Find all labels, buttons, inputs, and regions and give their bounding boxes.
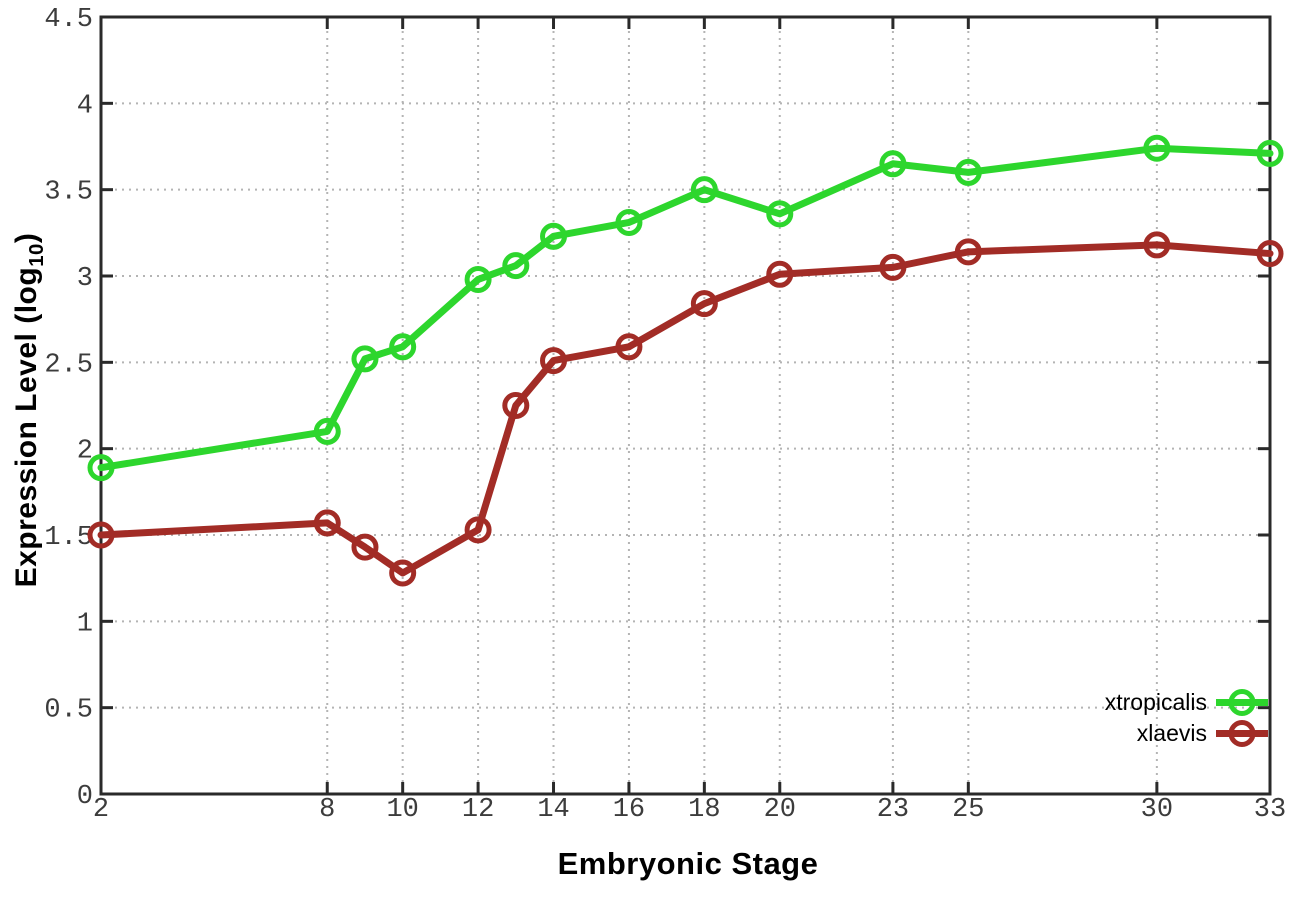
data-point-xtropicalis-8 — [313, 417, 341, 445]
data-point-xtropicalis-2 — [87, 454, 115, 482]
data-point-xtropicalis-9 — [351, 345, 379, 373]
data-point-xtropicalis-23 — [879, 150, 907, 178]
tick-label-y-2.5: 2.5 — [44, 350, 93, 380]
data-point-xtropicalis-25 — [954, 158, 982, 186]
legend: xtropicalis xlaevis — [1105, 687, 1268, 749]
y-axis-title-main: Expression Level (log — [10, 266, 43, 588]
tick-label-x-23: 23 — [877, 795, 909, 825]
data-point-xlaevis-2 — [87, 521, 115, 549]
data-point-xtropicalis-10 — [389, 333, 417, 361]
tick-label-x-30: 30 — [1141, 795, 1173, 825]
tick-label-x-16: 16 — [613, 795, 645, 825]
tick-label-y-1: 1 — [77, 609, 93, 639]
data-point-xlaevis-23 — [879, 253, 907, 281]
data-point-xtropicalis-16 — [615, 208, 643, 236]
data-point-xlaevis-20 — [766, 260, 794, 288]
data-point-xtropicalis-30 — [1143, 134, 1171, 162]
data-point-xlaevis-30 — [1143, 231, 1171, 259]
tick-label-y-4.5: 4.5 — [44, 5, 93, 35]
tick-label-x-25: 25 — [952, 795, 984, 825]
data-point-xlaevis-10 — [389, 559, 417, 587]
tick-label-x-12: 12 — [462, 795, 494, 825]
data-point-xtropicalis-20 — [766, 200, 794, 228]
legend-marker-icon-xtropicalis — [1216, 689, 1268, 716]
tick-label-x-20: 20 — [764, 795, 796, 825]
tick-label-x-14: 14 — [537, 795, 569, 825]
legend-entry-xlaevis: xlaevis — [1137, 718, 1268, 749]
data-point-xlaevis-8 — [313, 509, 341, 537]
tick-label-y-1.5: 1.5 — [44, 523, 93, 553]
data-point-xtropicalis-33 — [1256, 139, 1284, 167]
legend-entry-xtropicalis: xtropicalis — [1105, 687, 1268, 718]
legend-marker-icon-xlaevis — [1216, 720, 1268, 747]
legend-label-xtropicalis: xtropicalis — [1104, 689, 1207, 715]
data-point-xlaevis-13 — [502, 392, 530, 419]
series-line-xtropicalis — [97, 144, 1274, 472]
legend-label-xlaevis: xlaevis — [1136, 720, 1207, 746]
data-point-xtropicalis-14 — [540, 222, 568, 250]
data-point-xlaevis-12 — [464, 516, 492, 544]
tick-label-x-8: 8 — [319, 795, 335, 825]
y-axis-title: Expression Level (log10) — [10, 150, 54, 670]
tick-label-x-2: 2 — [93, 795, 109, 825]
tick-label-y-2: 2 — [77, 437, 93, 467]
tick-label-x-33: 33 — [1254, 795, 1286, 825]
data-point-xlaevis-18 — [690, 290, 718, 318]
y-axis-title-close: ) — [10, 232, 43, 244]
legend-circle-sample — [1228, 720, 1256, 747]
tick-label-x-18: 18 — [688, 795, 720, 825]
tick-label-y-0: 0 — [77, 782, 93, 812]
y-axis-title-subscript: 10 — [26, 243, 48, 267]
data-point-xlaevis-14 — [540, 347, 568, 375]
series-line-xlaevis — [97, 241, 1274, 577]
data-point-xtropicalis-12 — [464, 265, 492, 293]
data-point-xlaevis-33 — [1256, 240, 1284, 268]
data-point-xlaevis-16 — [615, 333, 643, 361]
data-point-xlaevis-25 — [954, 238, 982, 266]
tick-label-y-3.5: 3.5 — [44, 178, 93, 208]
plot-border — [99, 15, 1272, 796]
x-axis-title: Embryonic Stage — [557, 846, 819, 881]
legend-circle-sample — [1228, 689, 1256, 716]
data-point-xtropicalis-18 — [690, 176, 718, 204]
tick-label-y-4: 4 — [77, 91, 93, 121]
tick-label-y-3: 3 — [77, 264, 93, 294]
data-point-xlaevis-9 — [351, 533, 379, 561]
tick-label-x-10: 10 — [386, 795, 418, 825]
data-point-xtropicalis-13 — [502, 252, 530, 280]
tick-label-y-0.5: 0.5 — [44, 696, 93, 726]
